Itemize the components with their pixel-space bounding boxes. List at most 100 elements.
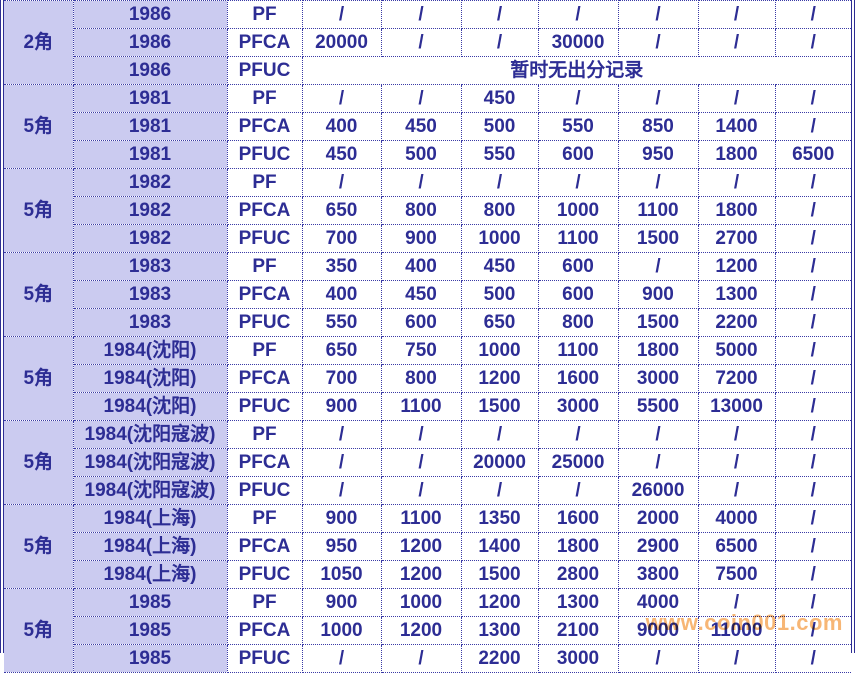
price-cell: / [537, 84, 619, 113]
price-cell: / [774, 560, 851, 589]
price-cell: 2200 [460, 644, 539, 673]
price-cell: 800 [537, 308, 619, 337]
price-cell: 1500 [460, 560, 539, 589]
price-cell: / [774, 532, 851, 561]
price-cell: / [697, 28, 776, 57]
price-cell: 450 [380, 112, 462, 141]
table-row: 1983 PFUC 550 600 650 800 1500 2200/ [4, 308, 851, 337]
grade-cell: PFUC [226, 56, 303, 85]
price-cell: 1200 [697, 252, 776, 281]
price-cell: / [537, 0, 619, 29]
denomination-cell: 5角 [4, 252, 74, 337]
grade-cell: PFUC [226, 644, 303, 673]
grade-cell: PF [226, 168, 303, 197]
price-cell: / [380, 420, 462, 449]
price-cell: / [380, 476, 462, 505]
price-cell: / [617, 168, 699, 197]
denomination-cell: 5角 [4, 588, 74, 673]
price-cell: 1500 [460, 392, 539, 421]
price-cell: / [697, 0, 776, 29]
price-cell: / [774, 392, 851, 421]
grade-cell: PFUC [226, 140, 303, 169]
price-cell: 7500 [697, 560, 776, 589]
price-cell: 1100 [380, 392, 462, 421]
table-row: 5角 1983 PF 350 400 450 600/1200/ [4, 252, 851, 337]
price-cell: / [774, 280, 851, 309]
table-row: 1984(上海) PFCA 950 1200 1400 1800 2900 6500/ [4, 532, 851, 561]
grade-cell: PF [226, 420, 303, 449]
price-cell: 9000 [617, 616, 699, 645]
price-cell: 20000 [460, 448, 539, 477]
table-row: 5角 1984(沈阳寇波) PF / / / / / / / [4, 420, 851, 505]
price-cell: 6500 [697, 532, 776, 561]
price-cell: / [460, 0, 539, 29]
price-cell: 550 [301, 308, 382, 337]
price-cell: 400 [380, 252, 462, 281]
price-cell: / [774, 448, 851, 477]
price-cell: 950 [301, 532, 382, 561]
price-cell: 900 [301, 504, 382, 533]
price-cell: 1100 [537, 224, 619, 253]
price-cell: 800 [460, 196, 539, 225]
price-cell: / [774, 196, 851, 225]
price-cell: 3000 [617, 364, 699, 393]
price-cell: 6500 [774, 140, 851, 169]
grade-cell: PFUC [226, 224, 303, 253]
price-cell: 2100 [537, 616, 619, 645]
price-cell: 1600 [537, 504, 619, 533]
year-cell: 1985 [73, 644, 228, 673]
denomination-cell: 5角 [4, 84, 74, 169]
year-cell: 1983 [73, 308, 228, 337]
table-row: 1981 PFCA 400 450 500 550 850 1400/ [4, 112, 851, 141]
price-cell: 1800 [537, 532, 619, 561]
grade-cell: PFCA [226, 28, 303, 57]
price-cell: 700 [301, 364, 382, 393]
price-cell: / [537, 476, 619, 505]
price-cell: / [697, 644, 776, 673]
price-cell: 3000 [537, 644, 619, 673]
year-cell: 1984(沈阳) [72, 336, 228, 365]
grade-cell: PFCA [226, 532, 303, 561]
price-cell: 600 [537, 140, 619, 169]
price-cell: 1500 [617, 308, 699, 337]
price-cell: / [301, 644, 382, 673]
price-cell: / [537, 420, 619, 449]
price-cell: / [774, 224, 851, 253]
grade-cell: PFCA [226, 448, 303, 477]
price-cell: / [774, 252, 851, 281]
table-row: 1982 PFCA 650 800 800 1000 1100 1800/ [4, 196, 851, 225]
price-cell: 750 [380, 336, 462, 365]
grade-cell: PFCA [226, 616, 303, 645]
price-cell: 1350 [460, 504, 539, 533]
price-cell: 650 [460, 308, 539, 337]
price-cell: / [774, 336, 851, 365]
table-row: 5角 1982 PF / / / / / / / [4, 168, 851, 253]
year-cell: 1982 [72, 168, 228, 197]
year-cell: 1986 [72, 0, 228, 29]
price-cell: / [697, 448, 776, 477]
grade-cell: PFCA [226, 196, 303, 225]
grade-cell: PFUC [226, 476, 303, 505]
year-cell: 1984(沈阳) [73, 364, 228, 393]
price-cell: 1100 [617, 196, 699, 225]
price-cell: 2000 [617, 504, 699, 533]
price-cell: / [697, 588, 776, 617]
table-row: 5角 1981 PF //450// / / [4, 84, 851, 169]
price-cell: 1800 [617, 336, 699, 365]
denomination-cell: 5角 [4, 504, 74, 589]
grade-cell: PFCA [226, 364, 303, 393]
price-cell: / [774, 420, 851, 449]
price-cell: / [774, 308, 851, 337]
price-cell: / [460, 28, 539, 57]
price-cell: 4000 [697, 504, 776, 533]
price-cell: 1100 [380, 504, 462, 533]
price-cell: 450 [460, 84, 539, 113]
grade-cell: PF [226, 336, 303, 365]
price-cell: 2900 [617, 532, 699, 561]
price-cell: / [380, 0, 462, 29]
year-cell: 1982 [73, 196, 228, 225]
price-cell: 1800 [697, 196, 776, 225]
denomination-cell: 5角 [4, 168, 74, 253]
grade-cell: PF [226, 84, 303, 113]
price-cell: 1200 [380, 560, 462, 589]
